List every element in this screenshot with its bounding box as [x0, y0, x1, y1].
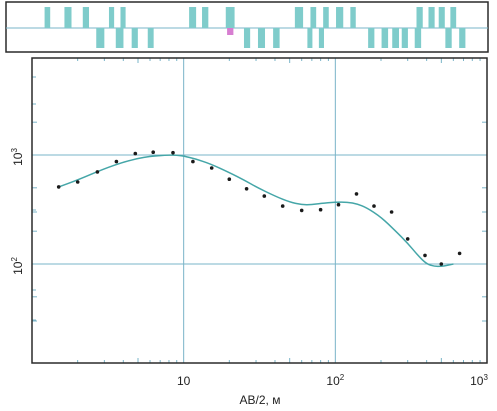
strip-bar-down	[392, 28, 399, 48]
data-point	[457, 251, 462, 256]
data-point	[56, 185, 61, 189]
plot-frame	[31, 57, 488, 364]
strip-bar-down	[147, 28, 154, 48]
strip-bar-down	[273, 28, 280, 48]
plot-area	[32, 58, 487, 363]
grid	[32, 58, 487, 363]
strip-bar-up	[350, 7, 356, 28]
data-point	[336, 202, 341, 207]
data-point	[209, 166, 214, 170]
top-strip-bars	[44, 7, 466, 48]
top-strip-panel	[5, 1, 489, 53]
strip-bar-up	[310, 7, 317, 28]
strip-bar-up	[294, 7, 304, 28]
strip-bar-highlight	[227, 28, 234, 35]
data-point	[423, 253, 427, 258]
x-tick-label: 103	[470, 373, 488, 388]
strip-bar-down	[381, 28, 389, 48]
strip-bar-up	[438, 7, 445, 28]
data-point	[191, 159, 195, 164]
data-point	[114, 159, 119, 164]
x-tick-label: 102	[326, 373, 344, 388]
data-point	[133, 151, 138, 156]
strip-bar-up	[225, 7, 235, 28]
data-point	[262, 194, 267, 198]
strip-bar-up	[44, 7, 51, 28]
data-point	[318, 207, 323, 212]
strip-bar-up	[189, 7, 197, 28]
data-point	[372, 204, 376, 208]
strip-bar-down	[96, 28, 105, 48]
data-point	[244, 187, 249, 191]
data-point	[280, 204, 285, 208]
data-point	[95, 170, 100, 174]
data-point	[389, 210, 394, 214]
y-tick-labels: 102 103	[10, 148, 25, 275]
strip-bar-down	[307, 28, 313, 48]
data-point	[171, 150, 175, 155]
strip-bar-down	[131, 28, 138, 48]
strip-bar-up	[202, 7, 209, 28]
data-point	[354, 192, 359, 196]
strip-bar-up	[82, 7, 90, 28]
x-axis-label: AB/2, м	[240, 393, 281, 407]
strip-bar-down	[368, 28, 375, 48]
y-tick-label-group: 102	[10, 257, 25, 275]
fit-curve	[58, 154, 454, 268]
strip-bar-up	[336, 7, 344, 28]
strip-bar-down	[459, 28, 466, 48]
data-point	[299, 208, 304, 213]
data-point	[405, 237, 410, 241]
strip-bar-up	[450, 7, 457, 28]
y-tick-label: 102	[10, 257, 25, 275]
y-tick-label-group: 103	[10, 148, 25, 166]
strip-bar-down	[401, 28, 408, 48]
y-tick-label: 103	[10, 148, 25, 166]
strip-bar-down	[318, 28, 324, 48]
data-point	[151, 150, 155, 154]
strip-bar-up	[64, 7, 72, 28]
data-point	[75, 180, 80, 184]
strip-bar-down	[414, 28, 422, 48]
strip-bar-up	[120, 7, 126, 28]
data-point	[439, 262, 444, 266]
strip-bar-up	[323, 7, 329, 28]
strip-bar-down	[257, 28, 266, 48]
top-strip-frame	[5, 1, 489, 53]
strip-bar-up	[108, 7, 115, 28]
strip-bar-up	[428, 7, 435, 28]
data-point	[227, 177, 232, 181]
sounding-curve-panel: 10 102 103 102 103 AB/2, м	[10, 57, 488, 407]
x-tick-labels: 10 102 103	[177, 373, 488, 388]
strip-bar-down	[115, 28, 124, 48]
data-points	[56, 150, 462, 266]
strip-bar-down	[243, 28, 251, 48]
x-tick-label: 10	[177, 374, 191, 388]
strip-bar-up	[416, 7, 423, 28]
strip-bar-down	[445, 28, 452, 48]
